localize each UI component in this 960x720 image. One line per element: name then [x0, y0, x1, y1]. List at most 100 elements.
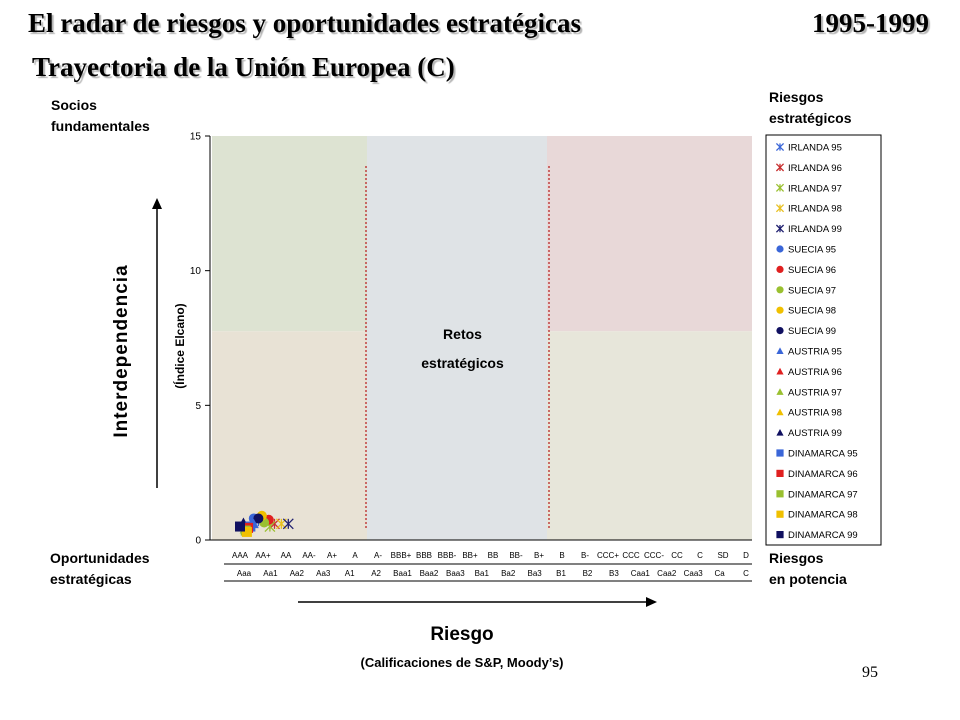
- legend-label-suecia-95: SUECIA 95: [788, 245, 836, 256]
- x-tick-label-sp: CCC: [622, 551, 640, 560]
- zone-riesgos-estrategicos: [547, 136, 752, 332]
- y-tick-label: 10: [190, 266, 202, 277]
- x-tick-label-sp: CCC+: [597, 551, 619, 560]
- legend-label-dinamarca-97: DINAMARCA 97: [788, 489, 858, 500]
- center-zone-label-line: Retos: [443, 326, 482, 342]
- x-tick-label-moodys: Aa3: [316, 569, 331, 578]
- x-tick-label-moodys: Baa2: [420, 569, 439, 578]
- x-tick-label-sp: BBB: [416, 551, 432, 560]
- zone-retos-estrategicos: [367, 136, 547, 540]
- legend-marker-dinamarca-97: [776, 490, 784, 498]
- legend-label-irlanda-99: IRLANDA 99: [788, 224, 842, 235]
- corner-label-line: fundamentales: [51, 118, 150, 134]
- legend-marker-suecia-97: [776, 286, 784, 294]
- x-tick-label-moodys: C: [743, 569, 749, 578]
- legend-label-suecia-97: SUECIA 97: [788, 285, 836, 296]
- legend-marker-austria-97: [776, 388, 784, 395]
- legend-marker-irlanda-98: [775, 204, 785, 213]
- legend-label-dinamarca-95: DINAMARCA 95: [788, 449, 858, 460]
- legend-label-austria-96: AUSTRIA 96: [788, 367, 842, 378]
- x-tick-label-sp: AAA: [232, 551, 249, 560]
- corner-label-line: estratégicas: [50, 571, 132, 587]
- x-axis-subtitle: (Calificaciones de S&P, Moody’s): [360, 655, 564, 670]
- page-title: El radar de riesgos y oportunidades estr…: [28, 8, 581, 38]
- corner-label-line: en potencia: [769, 571, 847, 587]
- legend-box: [765, 134, 882, 546]
- x-tick-label-moodys: Aa1: [263, 569, 278, 578]
- x-tick-label-sp: SD: [717, 551, 728, 560]
- legend-label-suecia-99: SUECIA 99: [788, 326, 836, 337]
- legend-marker-irlanda-95: [775, 142, 785, 152]
- legend-marker-dinamarca-96: [776, 469, 784, 477]
- zone-socios-fundamentales: [212, 136, 367, 332]
- legend-label-irlanda-95: IRLANDA 95: [788, 143, 842, 154]
- legend-marker-irlanda-96: [775, 163, 785, 172]
- legend-marker-dinamarca-98: [776, 510, 784, 518]
- x-tick-label-sp: D: [743, 551, 749, 560]
- corner-label-line: Socios: [51, 97, 97, 113]
- x-tick-label-moodys: Caa2: [657, 569, 677, 578]
- page-subtitle: Trayectoria de la Unión Europea (C): [32, 52, 455, 82]
- x-tick-label-sp: A+: [327, 551, 337, 560]
- legend-marker-suecia-99: [776, 327, 784, 335]
- x-tick-label-moodys: A2: [371, 569, 381, 578]
- x-tick-label-moodys: Baa3: [446, 569, 465, 578]
- x-tick-label-sp: CC: [671, 551, 683, 560]
- data-point-irlanda-99: [282, 518, 294, 530]
- legend-label-dinamarca-96: DINAMARCA 96: [788, 469, 858, 480]
- legend-label-dinamarca-98: DINAMARCA 98: [788, 510, 858, 521]
- data-point-suecia-99: [253, 513, 264, 524]
- zone-oportunidades-estrategicas: [212, 331, 367, 540]
- legend-label-irlanda-98: IRLANDA 98: [788, 204, 842, 215]
- x-axis-arrowhead: [646, 597, 657, 607]
- x-tick-label-sp: AA: [281, 551, 292, 560]
- x-tick-label-moodys: B2: [583, 569, 593, 578]
- x-tick-label-sp: A: [352, 551, 358, 560]
- x-tick-label-sp: B-: [581, 551, 589, 560]
- x-tick-label-sp: BBB-: [438, 551, 457, 560]
- x-tick-label-sp: A-: [374, 551, 382, 560]
- corner-label-line: Riesgos: [769, 550, 824, 566]
- x-tick-label-sp: B+: [534, 551, 544, 560]
- x-tick-label-moodys: Ca: [714, 569, 725, 578]
- x-tick-label-moodys: Caa1: [631, 569, 651, 578]
- x-tick-label-moodys: B1: [556, 569, 566, 578]
- legend-label-austria-97: AUSTRIA 97: [788, 387, 842, 398]
- x-tick-label-moodys: Caa3: [684, 569, 704, 578]
- legend-marker-austria-99: [776, 429, 784, 436]
- data-point-dinamarca-99: [235, 521, 245, 532]
- x-tick-label-sp: AA-: [302, 551, 316, 560]
- x-tick-label-moodys: A1: [345, 569, 355, 578]
- x-tick-label-moodys: Aa2: [290, 569, 305, 578]
- legend-marker-irlanda-99: [775, 224, 785, 233]
- page-number: 95: [862, 664, 878, 681]
- y-tick-label: 0: [195, 536, 201, 547]
- x-tick-label-moodys: Ba1: [475, 569, 490, 578]
- center-zone-label-line: estratégicos: [421, 355, 504, 371]
- x-tick-label-sp: AA+: [255, 551, 271, 560]
- x-tick-label-moodys: Aaa: [237, 569, 252, 578]
- x-tick-label-moodys: B3: [609, 569, 619, 578]
- year-range: 1995-1999: [812, 8, 929, 38]
- legend-marker-austria-96: [776, 367, 784, 375]
- legend-marker-austria-95: [776, 347, 784, 355]
- legend-label-austria-95: AUSTRIA 95: [788, 347, 842, 358]
- x-axis-title: Riesgo: [430, 624, 494, 645]
- x-tick-label-moodys: Ba2: [501, 569, 516, 578]
- legend-label-austria-99: AUSTRIA 99: [788, 428, 842, 439]
- y-tick-label: 5: [195, 401, 201, 412]
- legend-marker-dinamarca-95: [776, 449, 784, 457]
- legend-label-irlanda-96: IRLANDA 96: [788, 163, 842, 174]
- legend-marker-irlanda-97: [775, 183, 785, 192]
- corner-label-riesgos-en-potencia: Riesgos en potencia: [769, 548, 847, 590]
- zone-riesgos-en-potencia: [547, 331, 752, 540]
- y-axis-arrowhead: [152, 198, 162, 209]
- corner-label-line: estratégicos: [769, 110, 852, 126]
- data-point-dinamarca-98: [241, 526, 252, 537]
- legend-marker-suecia-96: [776, 265, 784, 273]
- x-tick-label-sp: BBB+: [391, 551, 412, 560]
- x-tick-label-sp: B: [559, 551, 564, 560]
- corner-label-riesgos-estrategicos: Riesgos estratégicos: [769, 87, 851, 129]
- legend-label-irlanda-97: IRLANDA 97: [788, 183, 842, 194]
